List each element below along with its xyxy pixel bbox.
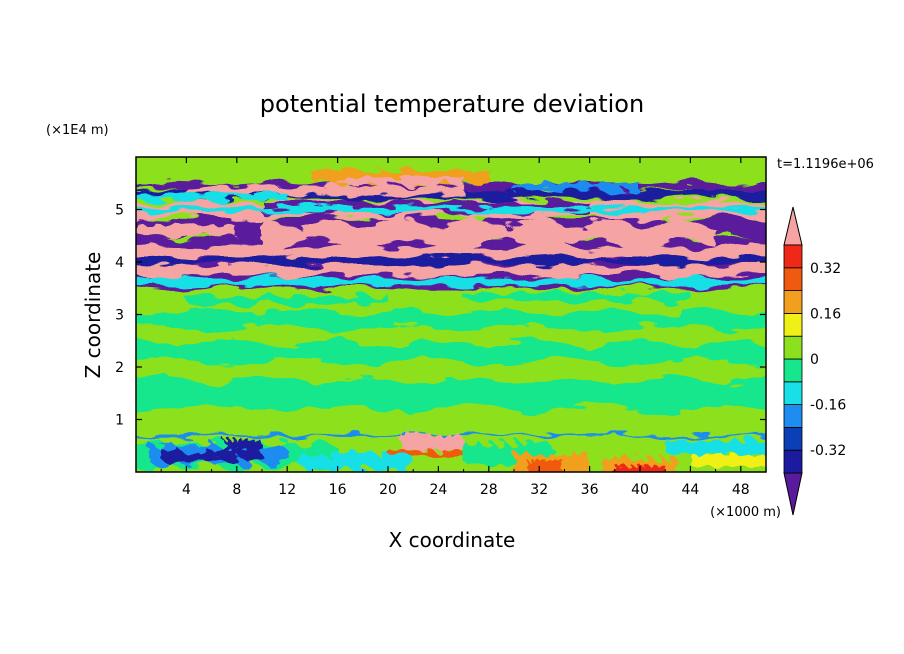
colorbar-arrow-low [783, 472, 803, 516]
x-tick-label: 24 [429, 482, 447, 498]
y-tick-label: 5 [115, 203, 124, 219]
field-band [690, 451, 766, 469]
field-band [161, 448, 262, 465]
time-label: t=1.1196e+06 [777, 157, 874, 172]
field-band [136, 242, 766, 263]
field-band [136, 192, 288, 202]
x-tick-label: 32 [530, 482, 548, 498]
x-tick-label: 20 [379, 482, 397, 498]
x-unit-label: (×1000 m) [710, 505, 781, 520]
field-band [136, 223, 237, 238]
field-band [136, 338, 766, 367]
colorbar-swatch [783, 449, 803, 474]
x-tick-label: 28 [480, 482, 498, 498]
y-tick-label: 4 [115, 255, 124, 271]
field-band [388, 448, 477, 457]
field-band [665, 437, 766, 457]
colorbar-arrow-high [783, 206, 803, 246]
x-tick-label: 12 [278, 482, 296, 498]
field-band [299, 450, 414, 472]
x-tick-label: 44 [681, 482, 699, 498]
colorbar: 0.32 0.16 0 -0.16 -0.32 [783, 206, 846, 516]
x-tick-label: 16 [329, 482, 347, 498]
field-band [136, 254, 766, 267]
field-band [136, 307, 766, 332]
x-tick-label: 36 [581, 482, 599, 498]
field-band [337, 175, 464, 187]
field-band [400, 432, 464, 454]
colorbar-swatch [783, 358, 803, 383]
y-tick-label: 2 [115, 360, 124, 376]
y-axis-label: Z coordinate [81, 252, 105, 379]
colorbar-swatch [783, 381, 803, 405]
colorbar-swatch [783, 312, 803, 337]
x-axis: 4 8 12 16 20 24 28 32 36 40 44 48 [160, 157, 767, 498]
colorbar-swatch [783, 244, 803, 269]
field-band [514, 181, 640, 194]
field-band [526, 459, 565, 472]
field-band [224, 437, 262, 454]
colorbar-swatch [783, 267, 803, 291]
field-band [136, 205, 766, 214]
colorbar-tick-label: -0.32 [810, 443, 846, 459]
x-tick-label: 40 [631, 482, 649, 498]
heatmap-field [136, 157, 766, 472]
field-band [136, 276, 766, 288]
colorbar-swatch [783, 426, 803, 451]
y-tick-label: 3 [115, 308, 124, 324]
chart-title: potential temperature deviation [260, 90, 644, 118]
colorbar-tick-label: 0.32 [810, 261, 841, 277]
y-axis: 1 2 3 4 5 [115, 203, 766, 429]
field-band [262, 216, 716, 250]
x-tick-label: 48 [732, 482, 750, 498]
colorbar-swatch [783, 335, 803, 360]
colorbar-tick-label: 0.16 [810, 306, 841, 322]
y-tick-label: 1 [115, 413, 124, 429]
x-tick-label: 4 [182, 482, 191, 498]
colorbar-tick-label: -0.16 [810, 398, 846, 414]
colorbar-swatch [783, 290, 803, 314]
field-band [186, 183, 464, 196]
field-band [136, 374, 766, 415]
colorbar-swatch [783, 404, 803, 428]
colorbar-tick-label: 0 [810, 352, 819, 368]
x-axis-label: X coordinate [389, 528, 516, 552]
field-band [236, 408, 515, 431]
x-tick-label: 8 [232, 482, 241, 498]
field-band [186, 293, 388, 307]
y-unit-label: (×1E4 m) [46, 123, 109, 138]
field-band [463, 290, 691, 304]
